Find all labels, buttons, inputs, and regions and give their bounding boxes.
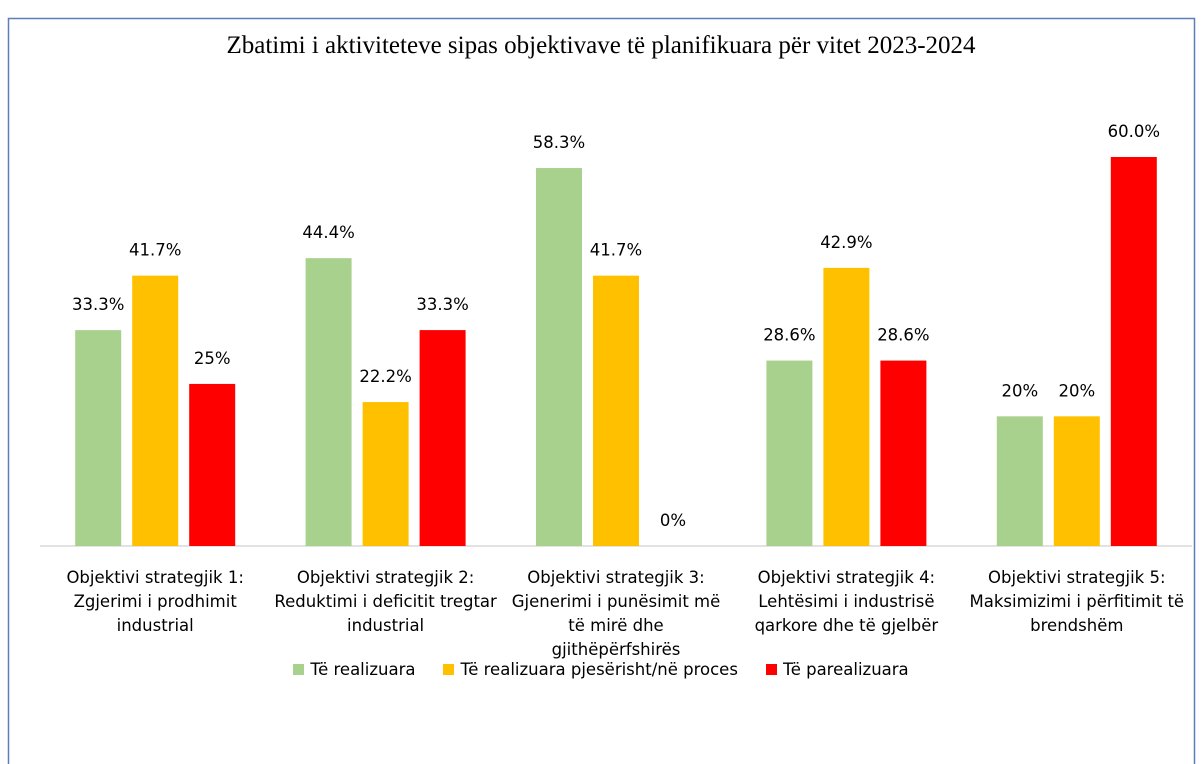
data-label: 22.2%: [359, 367, 411, 386]
bar: [1053, 416, 1100, 546]
bar: [419, 330, 466, 546]
data-label: 42.9%: [820, 233, 872, 252]
bar: [305, 258, 352, 546]
data-label: 58.3%: [533, 133, 585, 152]
bar: [1110, 157, 1157, 546]
bar: [536, 168, 582, 546]
data-label: 28.6%: [877, 326, 929, 345]
data-label: 20%: [1058, 381, 1095, 400]
legend-swatch: [443, 664, 455, 675]
legend-item: Të realizuara pjesërisht/në proces: [443, 660, 738, 679]
data-label: 28.6%: [763, 326, 815, 345]
data-label: 41.7%: [590, 241, 642, 260]
x-tick-label: Objektivi strategjik 1: Zgjerimi i prodh…: [66, 568, 244, 635]
bar: [880, 360, 927, 546]
legend-item: Të realizuara: [293, 660, 415, 679]
data-label: 60.0%: [1108, 122, 1160, 141]
x-tick-label: Objektivi strategjik 5: Maksimizimi i pë…: [969, 568, 1185, 635]
bar: [823, 267, 870, 546]
bar: [593, 275, 639, 546]
bar: [766, 360, 813, 546]
x-tick-label: Objektivi strategjik 4: Lehtësimi i indu…: [754, 568, 939, 635]
legend-label: Të realizuara pjesërisht/në proces: [460, 660, 738, 679]
data-label: 20%: [1001, 381, 1038, 400]
legend-swatch: [293, 664, 305, 675]
bar: [189, 383, 236, 546]
bar: [996, 416, 1043, 546]
data-label: 41.7%: [129, 241, 181, 260]
data-label: 25%: [194, 349, 231, 368]
data-label: 33.3%: [416, 295, 468, 314]
data-label: 33.3%: [72, 295, 124, 314]
bar: [362, 402, 409, 546]
bar: [132, 275, 179, 546]
legend-swatch: [765, 664, 777, 675]
frame: [7, 17, 1196, 764]
data-label: 0%: [660, 511, 686, 530]
legend-item: Të parealizuara: [765, 660, 909, 679]
data-label: 44.4%: [302, 223, 354, 242]
x-tick-label: Objektivi strategjik 2: Reduktimi i defi…: [274, 568, 497, 635]
x-tick-label: Objektivi strategjik 3: Gjenerimi i punë…: [511, 568, 721, 659]
legend: Të realizuara Të realizuara pjesërisht/në…: [0, 660, 1202, 679]
chart-title: Zbatimi i aktiviteteve sipas objektivave…: [226, 32, 976, 59]
legend-label: Të parealizuara: [782, 660, 909, 679]
bar: [75, 330, 122, 546]
legend-label: Të realizuara: [310, 660, 416, 679]
